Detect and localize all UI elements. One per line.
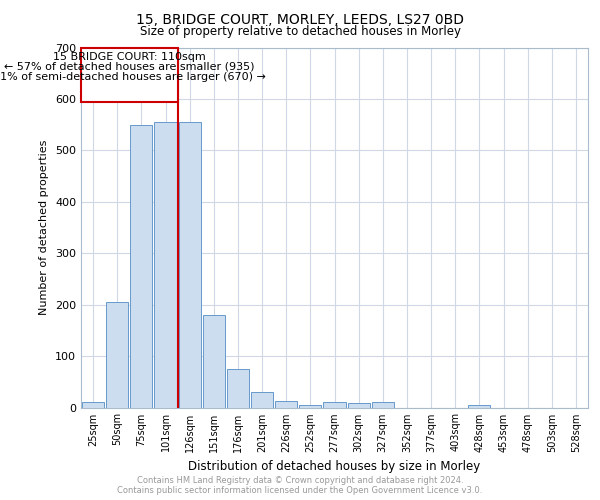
Bar	[179, 122, 201, 408]
Text: Size of property relative to detached houses in Morley: Size of property relative to detached ho…	[139, 25, 461, 38]
Bar	[299, 405, 322, 407]
Bar	[203, 315, 225, 408]
X-axis label: Distribution of detached houses by size in Morley: Distribution of detached houses by size …	[188, 460, 481, 473]
Text: Contains HM Land Registry data © Crown copyright and database right 2024.
Contai: Contains HM Land Registry data © Crown c…	[118, 476, 482, 495]
Text: 15, BRIDGE COURT, MORLEY, LEEDS, LS27 0BD: 15, BRIDGE COURT, MORLEY, LEEDS, LS27 0B…	[136, 12, 464, 26]
Bar	[130, 124, 152, 408]
Bar	[82, 402, 104, 407]
Y-axis label: Number of detached properties: Number of detached properties	[40, 140, 49, 315]
Bar	[468, 405, 490, 407]
Bar	[323, 402, 346, 407]
Bar	[371, 402, 394, 407]
Text: 15 BRIDGE COURT: 110sqm: 15 BRIDGE COURT: 110sqm	[53, 52, 206, 62]
Bar	[106, 302, 128, 408]
Bar	[347, 404, 370, 407]
Bar	[81, 48, 178, 102]
Bar	[154, 122, 176, 408]
Bar	[275, 402, 298, 407]
Bar	[251, 392, 273, 407]
Bar	[227, 369, 249, 408]
Text: ← 57% of detached houses are smaller (935): ← 57% of detached houses are smaller (93…	[4, 62, 254, 72]
Text: 41% of semi-detached houses are larger (670) →: 41% of semi-detached houses are larger (…	[0, 72, 266, 82]
